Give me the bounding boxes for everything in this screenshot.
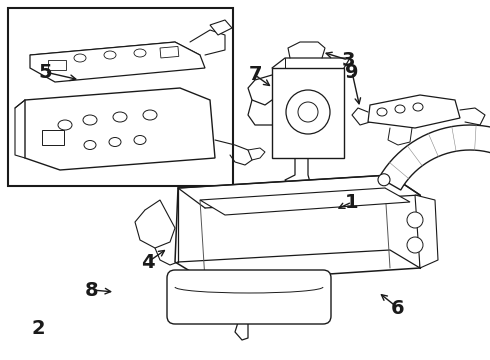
- Text: 8: 8: [85, 280, 99, 300]
- Circle shape: [378, 174, 390, 186]
- PathPatch shape: [379, 125, 490, 203]
- Polygon shape: [175, 175, 420, 282]
- Circle shape: [407, 212, 423, 228]
- FancyBboxPatch shape: [167, 270, 331, 324]
- Bar: [48, 60, 66, 70]
- Polygon shape: [200, 188, 410, 215]
- Ellipse shape: [74, 54, 86, 62]
- Polygon shape: [30, 42, 205, 82]
- Ellipse shape: [83, 115, 97, 125]
- Ellipse shape: [134, 135, 146, 144]
- Text: 9: 9: [345, 63, 359, 81]
- Ellipse shape: [58, 120, 72, 130]
- Polygon shape: [415, 195, 438, 268]
- Text: 6: 6: [391, 298, 405, 318]
- Text: 1: 1: [345, 193, 359, 211]
- Ellipse shape: [113, 112, 127, 122]
- Ellipse shape: [109, 138, 121, 147]
- Circle shape: [298, 102, 318, 122]
- Bar: [8, 8, 233, 186]
- Text: 3: 3: [341, 50, 355, 69]
- Ellipse shape: [377, 108, 387, 116]
- Ellipse shape: [143, 110, 157, 120]
- Text: 7: 7: [248, 66, 262, 85]
- Text: 5: 5: [38, 63, 52, 81]
- Circle shape: [407, 237, 423, 253]
- Ellipse shape: [395, 105, 405, 113]
- Ellipse shape: [134, 49, 146, 57]
- Polygon shape: [210, 20, 232, 35]
- Polygon shape: [368, 95, 460, 128]
- Bar: [272, 68, 344, 158]
- Ellipse shape: [84, 140, 96, 149]
- Text: 4: 4: [141, 252, 155, 271]
- Bar: [160, 46, 179, 58]
- Text: 2: 2: [31, 319, 45, 338]
- Circle shape: [286, 90, 330, 134]
- Polygon shape: [135, 200, 175, 248]
- Ellipse shape: [413, 103, 423, 111]
- Polygon shape: [25, 88, 215, 170]
- Ellipse shape: [104, 51, 116, 59]
- Bar: [42, 130, 64, 145]
